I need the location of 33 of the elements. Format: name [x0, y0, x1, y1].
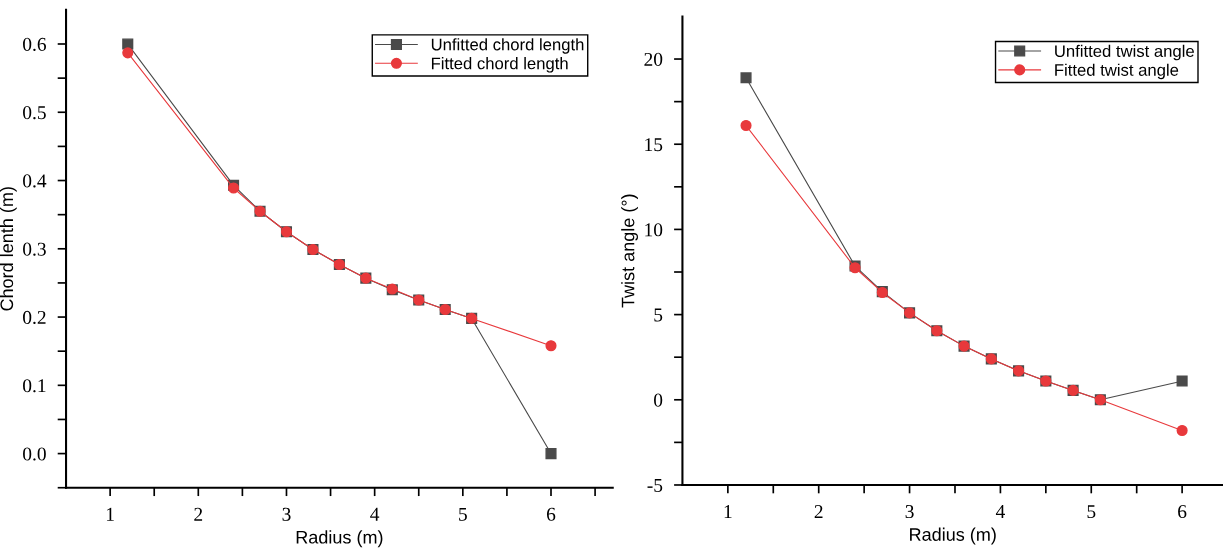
- y-tick-label: 5: [654, 308, 663, 322]
- x-tick-label: 3: [282, 507, 291, 521]
- x-tick-label: 5: [459, 507, 467, 521]
- y-tick-label: 0: [654, 393, 663, 407]
- y-tick-label: 20: [644, 52, 663, 66]
- y-tick-label: 0.6: [23, 37, 47, 52]
- y-tick-label: 0.3: [23, 242, 46, 256]
- y-tick-label: 15: [645, 138, 663, 152]
- legend-label: Unfitted twist angle: [1055, 44, 1194, 61]
- y-tick-label: 0.2: [23, 310, 46, 325]
- legend-label: Unfitted chord length: [431, 38, 584, 54]
- text: 0.0: [23, 447, 46, 461]
- x-tick-label: 1: [106, 507, 114, 521]
- y-tick-label: 0.5: [23, 106, 46, 120]
- x-tick-label: 4: [995, 505, 1005, 518]
- y-tick-label: 0.4: [23, 174, 47, 188]
- x-tick-label: 3: [905, 505, 914, 519]
- x-axis-title: Radius (m): [296, 530, 383, 548]
- x-tick-label: 1: [724, 505, 732, 518]
- x-tick-label: 2: [194, 507, 203, 521]
- x-tick-label: 4: [370, 507, 380, 521]
- x-tick-label: 6: [1178, 505, 1187, 519]
- legend-label: Fitted twist angle: [1055, 63, 1179, 80]
- x-tick-label: 5: [1087, 505, 1096, 519]
- x-axis-title: Radius (m): [910, 527, 996, 545]
- y-tick-label: -5: [647, 478, 663, 492]
- legend-label: Fitted chord length: [431, 57, 568, 73]
- y-axis-title: Chord lenth (m): [0, 187, 17, 311]
- y-tick-label: 10: [645, 223, 663, 237]
- x-tick-label: 6: [546, 507, 556, 521]
- y-tick-label: 0.1: [23, 379, 46, 393]
- x-tick-label: 2: [814, 505, 823, 518]
- y-axis-title: Twist angle (°): [621, 194, 638, 308]
